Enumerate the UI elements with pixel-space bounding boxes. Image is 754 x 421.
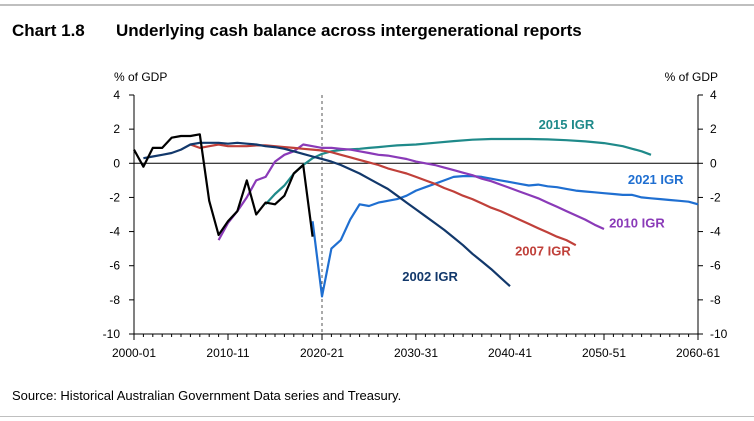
- axes: 4 4 2 2 0 0 -2 -2 -4 -4 -6 -6 -8 -8 -10 -10 2000-01 2010-…: [103, 88, 728, 360]
- series-line-2010-igr: [217, 143, 605, 241]
- series-line-2015-igr: [264, 137, 652, 206]
- x-tick-label: 2050-51: [582, 346, 626, 360]
- y-tick-label-left: 0: [113, 156, 120, 170]
- y-tick-label-right: -4: [710, 225, 721, 239]
- series-group: [133, 133, 699, 298]
- chart-heading: Chart 1.8 Underlying cash balance across …: [12, 21, 582, 41]
- top-rule: [0, 4, 754, 6]
- series-line-2002-igr: [143, 141, 511, 288]
- bottom-rule: [0, 416, 754, 417]
- y-tick-label-left: 4: [113, 88, 120, 102]
- chart-title: Underlying cash balance across intergene…: [116, 21, 582, 40]
- x-tick-label: 2040-41: [488, 346, 532, 360]
- series-label: 2007 IGR: [515, 243, 571, 258]
- y-tick-label-left: -10: [103, 327, 121, 341]
- chart-number: Chart 1.8: [12, 21, 85, 40]
- y-axis-label-right: % of GDP: [665, 70, 718, 84]
- series-line-actual: [133, 133, 314, 237]
- y-tick-label-right: -10: [710, 327, 728, 341]
- x-tick-label: 2020-21: [300, 346, 344, 360]
- y-axis-label-left: % of GDP: [114, 70, 167, 84]
- series-label: 2015 IGR: [539, 117, 595, 132]
- y-tick-label-right: 2: [710, 122, 717, 136]
- y-tick-label-right: 0: [710, 156, 717, 170]
- y-tick-label-right: 4: [710, 88, 717, 102]
- series-label: 2021 IGR: [628, 172, 684, 187]
- series-label: 2002 IGR: [402, 269, 458, 284]
- y-tick-label-left: 2: [113, 122, 120, 136]
- x-tick-label: 2060-61: [676, 346, 720, 360]
- x-tick-label: 2000-01: [112, 346, 156, 360]
- series-label: 2010 IGR: [609, 215, 665, 230]
- series-line-2007-igr: [190, 143, 577, 247]
- y-tick-label-left: -6: [109, 259, 120, 273]
- y-tick-label-left: -4: [109, 225, 120, 239]
- source-note: Source: Historical Australian Government…: [12, 388, 402, 403]
- x-tick-label: 2030-31: [394, 346, 438, 360]
- series-line-2021-igr: [311, 175, 699, 298]
- y-tick-label-left: -2: [109, 190, 120, 204]
- y-tick-label-left: -8: [109, 293, 120, 307]
- y-tick-label-right: -2: [710, 190, 721, 204]
- y-tick-label-right: -8: [710, 293, 721, 307]
- series-labels: 2015 IGR 2021 IGR 2010 IGR 2007 IGR 2002 IGR: [402, 117, 684, 284]
- x-tick-label: 2010-11: [206, 346, 249, 360]
- y-tick-label-right: -6: [710, 259, 721, 273]
